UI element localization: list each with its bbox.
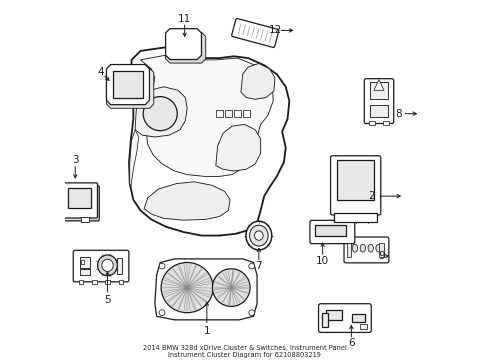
Bar <box>80 257 90 268</box>
Ellipse shape <box>102 259 113 271</box>
Ellipse shape <box>143 96 177 131</box>
Bar <box>68 188 91 208</box>
Polygon shape <box>106 64 149 105</box>
Bar <box>92 280 97 284</box>
Bar <box>119 280 122 284</box>
Polygon shape <box>373 80 383 90</box>
Polygon shape <box>155 259 257 320</box>
Polygon shape <box>106 68 153 108</box>
Bar <box>80 269 90 275</box>
Ellipse shape <box>98 255 117 276</box>
Bar <box>234 111 240 117</box>
Bar <box>346 243 351 257</box>
Text: 5: 5 <box>104 295 111 305</box>
FancyBboxPatch shape <box>73 250 128 282</box>
Ellipse shape <box>245 221 271 250</box>
Text: 9: 9 <box>377 251 384 261</box>
Bar <box>216 111 222 117</box>
Text: 2: 2 <box>368 191 374 201</box>
Text: 2014 BMW 328d xDrive Cluster & Switches, Instrument Panel
Instrument Cluster Dia: 2014 BMW 328d xDrive Cluster & Switches,… <box>142 345 346 358</box>
Bar <box>117 258 122 274</box>
Polygon shape <box>241 63 274 99</box>
Polygon shape <box>140 55 273 176</box>
Bar <box>243 111 249 117</box>
FancyBboxPatch shape <box>330 156 380 215</box>
FancyBboxPatch shape <box>63 186 99 221</box>
Polygon shape <box>129 130 139 187</box>
Ellipse shape <box>161 262 213 313</box>
Text: 3: 3 <box>72 155 79 165</box>
Ellipse shape <box>351 244 357 252</box>
Polygon shape <box>215 125 260 171</box>
Bar <box>333 213 376 222</box>
Polygon shape <box>165 32 205 63</box>
Bar <box>105 280 109 284</box>
Ellipse shape <box>375 244 381 252</box>
Ellipse shape <box>248 263 254 269</box>
Ellipse shape <box>249 225 267 246</box>
FancyBboxPatch shape <box>364 79 393 123</box>
Bar <box>112 71 143 98</box>
Bar <box>368 121 374 126</box>
Ellipse shape <box>159 310 164 316</box>
Text: 4: 4 <box>98 67 104 77</box>
Text: 11: 11 <box>178 14 191 24</box>
Bar <box>378 243 384 257</box>
Bar <box>322 313 327 327</box>
Bar <box>369 82 387 99</box>
Bar <box>224 111 231 117</box>
Bar <box>351 314 364 322</box>
Bar <box>81 260 84 264</box>
Polygon shape <box>144 182 230 220</box>
Bar <box>369 105 387 117</box>
Bar <box>382 121 388 126</box>
FancyBboxPatch shape <box>309 220 354 244</box>
Text: 7: 7 <box>255 261 262 271</box>
FancyBboxPatch shape <box>318 304 370 332</box>
Text: 6: 6 <box>347 338 354 348</box>
FancyBboxPatch shape <box>231 18 278 48</box>
Bar <box>325 310 342 320</box>
Text: 8: 8 <box>395 109 401 119</box>
Bar <box>359 324 366 329</box>
Ellipse shape <box>254 231 263 240</box>
FancyBboxPatch shape <box>344 237 388 263</box>
Text: 12: 12 <box>268 26 281 35</box>
Ellipse shape <box>248 310 254 316</box>
Text: 1: 1 <box>203 325 210 336</box>
Bar <box>79 280 83 284</box>
Ellipse shape <box>212 269 249 306</box>
Ellipse shape <box>159 263 164 269</box>
FancyBboxPatch shape <box>61 183 97 218</box>
Polygon shape <box>135 87 187 137</box>
Bar <box>314 225 346 235</box>
Polygon shape <box>129 47 289 235</box>
Text: 10: 10 <box>315 256 328 266</box>
Polygon shape <box>165 29 201 59</box>
Ellipse shape <box>367 244 373 252</box>
Bar <box>336 160 374 200</box>
Ellipse shape <box>360 244 365 252</box>
Bar <box>81 217 89 222</box>
